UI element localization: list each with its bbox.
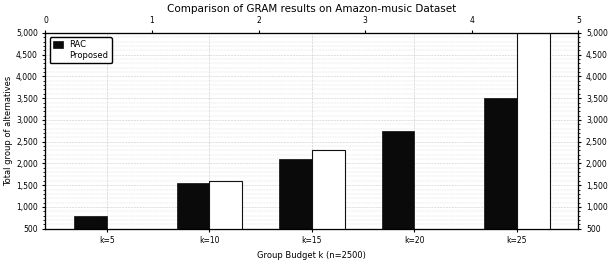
Title: Comparison of GRAM results on Amazon-music Dataset: Comparison of GRAM results on Amazon-mus…: [167, 4, 457, 14]
Bar: [177, 183, 209, 250]
Bar: [414, 33, 447, 250]
Bar: [312, 150, 345, 250]
Bar: [74, 216, 107, 250]
Bar: [381, 131, 414, 250]
Legend: RAC, Proposed: RAC, Proposed: [50, 37, 112, 63]
Bar: [107, 246, 140, 250]
X-axis label: Group Budget k (n=2500): Group Budget k (n=2500): [258, 251, 367, 260]
Bar: [517, 33, 550, 250]
Bar: [279, 159, 312, 250]
Bar: [209, 181, 242, 250]
Bar: [484, 98, 517, 250]
Y-axis label: Total group of alternatives: Total group of alternatives: [4, 76, 13, 186]
